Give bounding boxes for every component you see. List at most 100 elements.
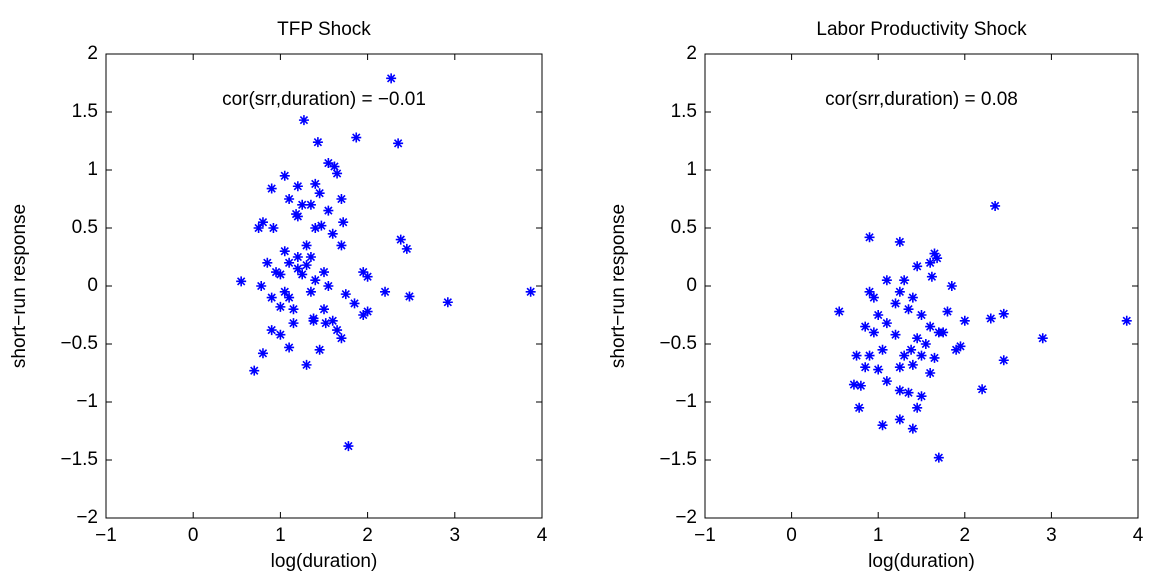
x-tick-label: −1 — [95, 525, 117, 546]
y-tick-label: −1 — [76, 391, 98, 412]
marker — [985, 313, 996, 324]
y-tick-label: −1.5 — [60, 449, 98, 470]
marker — [319, 267, 329, 278]
marker — [284, 292, 295, 303]
marker — [860, 362, 871, 373]
marker — [380, 286, 391, 297]
marker — [899, 275, 910, 286]
marker — [332, 325, 343, 336]
marker — [894, 414, 905, 425]
y-tick-label: 1 — [686, 159, 697, 180]
x-tick-label: −1 — [694, 525, 716, 546]
marker — [855, 380, 866, 391]
marker — [912, 402, 923, 413]
marker — [404, 291, 415, 302]
marker — [275, 301, 286, 312]
marker — [864, 350, 875, 361]
y-tick-label: 2 — [686, 43, 697, 64]
marker — [933, 452, 944, 463]
marker — [320, 318, 331, 329]
y-axis-label: short−run response — [608, 204, 629, 368]
marker — [338, 217, 349, 228]
marker — [305, 199, 316, 210]
y-tick-label: −2 — [76, 507, 98, 528]
marker — [894, 236, 905, 247]
marker — [310, 178, 321, 189]
x-tick-label: 4 — [1133, 525, 1144, 546]
marker — [266, 325, 277, 336]
marker — [890, 329, 901, 340]
marker — [319, 304, 329, 315]
marker — [292, 211, 303, 222]
marker — [253, 223, 264, 233]
marker — [336, 194, 347, 204]
marker — [266, 183, 277, 194]
marker — [912, 261, 923, 272]
marker — [288, 304, 299, 315]
marker — [990, 200, 1001, 211]
marker — [873, 364, 884, 375]
marker — [292, 252, 303, 262]
y-tick-label: 2 — [87, 43, 98, 64]
y-tick-label: 0.5 — [671, 217, 697, 238]
marker — [301, 240, 312, 251]
marker — [305, 252, 316, 262]
marker — [329, 161, 340, 172]
marker — [906, 344, 917, 355]
annotation: cor(srr,duration) = 0.08 — [825, 89, 1018, 110]
y-tick-label: −0.5 — [60, 333, 98, 354]
marker — [327, 228, 338, 239]
marker — [907, 359, 918, 370]
marker — [854, 402, 865, 413]
marker — [851, 350, 862, 361]
marker — [907, 423, 918, 434]
annotation: cor(srr,duration) = −0.01 — [222, 89, 426, 110]
marker — [925, 368, 936, 378]
marker — [864, 286, 875, 297]
marker — [920, 339, 931, 349]
y-axis-label: short−run response — [9, 204, 30, 368]
y-tick-label: 1.5 — [72, 101, 98, 122]
marker — [301, 359, 312, 370]
marker — [881, 318, 892, 329]
marker — [890, 298, 901, 309]
marker — [256, 281, 267, 291]
marker — [925, 257, 936, 268]
marker — [308, 315, 319, 326]
x-tick-label: 3 — [450, 525, 461, 546]
marker — [257, 348, 268, 359]
marker — [332, 168, 343, 179]
marker — [932, 253, 943, 264]
marker — [271, 267, 282, 278]
marker — [912, 333, 923, 344]
marker — [236, 276, 247, 287]
y-tick-label: 0 — [87, 275, 98, 296]
marker — [873, 310, 884, 320]
y-tick-label: −1.5 — [659, 449, 697, 470]
marker — [298, 115, 309, 126]
marker — [351, 132, 362, 143]
marker — [314, 188, 325, 199]
marker — [297, 269, 308, 280]
x-tick-label: 1 — [873, 525, 884, 546]
marker — [323, 205, 334, 216]
marker — [860, 321, 871, 332]
marker — [340, 289, 351, 300]
marker — [998, 355, 1009, 366]
x-tick-label: 4 — [537, 525, 548, 546]
y-tick-label: −0.5 — [659, 333, 697, 354]
y-tick-label: 1.5 — [671, 101, 697, 122]
marker — [288, 318, 299, 329]
marker — [894, 286, 905, 297]
marker — [395, 234, 406, 245]
marker — [275, 329, 286, 340]
marker — [899, 350, 910, 361]
y-tick-label: −1 — [675, 391, 697, 412]
marker — [864, 232, 875, 243]
marker — [929, 352, 940, 363]
marker — [275, 269, 286, 280]
marker — [442, 297, 453, 308]
y-tick-label: 0 — [686, 275, 697, 296]
marker — [323, 281, 334, 291]
marker — [916, 391, 927, 402]
